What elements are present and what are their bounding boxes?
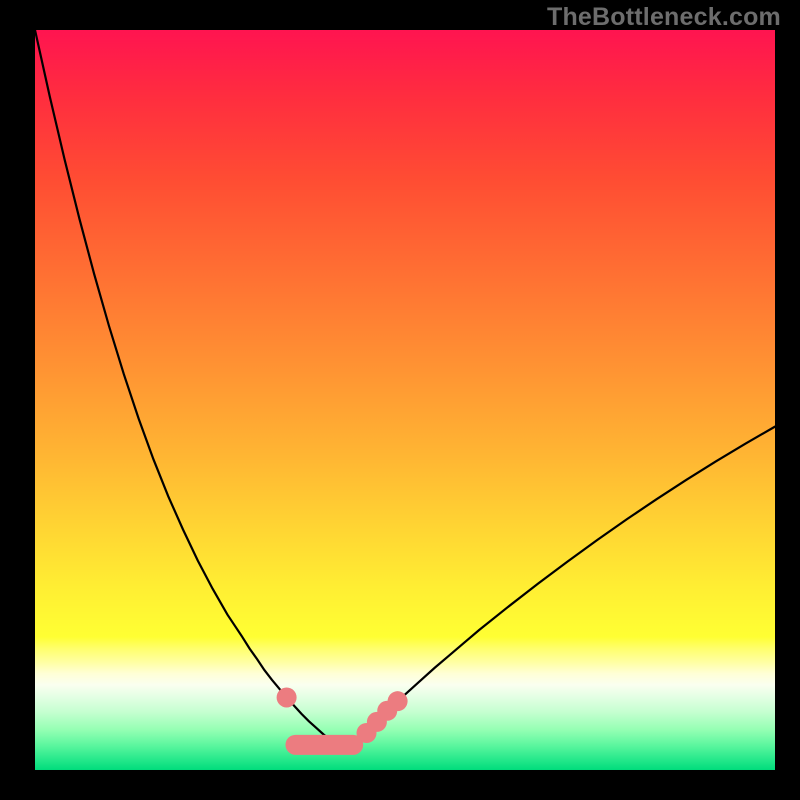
marker-dot [388, 691, 408, 711]
watermark-text: TheBottleneck.com [547, 3, 781, 32]
marker-dot [277, 687, 297, 707]
gradient-background [35, 30, 775, 770]
plot-svg [0, 0, 800, 800]
marker-bar [285, 735, 363, 755]
